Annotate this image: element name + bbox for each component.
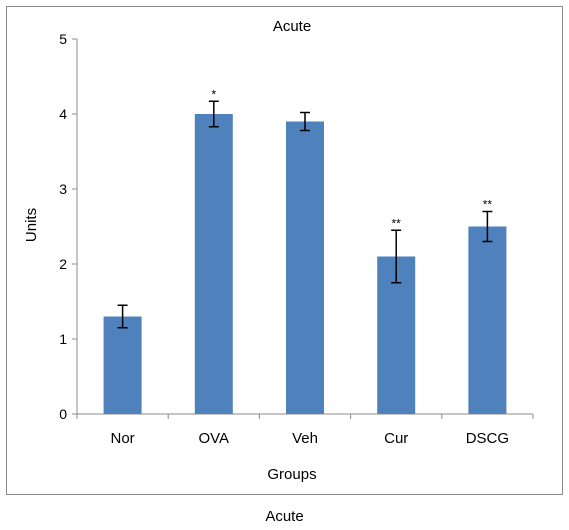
category-label: Nor <box>111 430 135 447</box>
category-label: DSCG <box>466 430 509 447</box>
y-tick-label: 1 <box>59 331 67 347</box>
y-axis-label: Units <box>23 208 40 242</box>
y-tick-label: 0 <box>59 406 67 422</box>
y-tick-label: 3 <box>59 181 67 197</box>
figure-caption: Acute <box>265 508 304 525</box>
x-axis-label: Groups <box>267 466 316 483</box>
category-label: Veh <box>292 430 318 447</box>
category-label: Cur <box>384 430 408 447</box>
y-tick-label: 2 <box>59 256 67 272</box>
bar <box>468 226 507 414</box>
significance-mark: * <box>211 87 216 101</box>
y-tick-label: 5 <box>59 31 67 47</box>
significance-mark: ** <box>483 198 493 212</box>
bar <box>103 316 142 414</box>
bar <box>286 121 324 414</box>
y-tick-label: 4 <box>59 106 67 122</box>
significance-mark: ** <box>392 216 402 230</box>
bar <box>194 114 233 414</box>
category-label: OVA <box>199 430 230 447</box>
chart-title: Acute <box>273 18 311 35</box>
plot-area: 0 1 2 3 4 5 Nor * OVA Veh ** Cur ** DSCG <box>59 31 534 447</box>
